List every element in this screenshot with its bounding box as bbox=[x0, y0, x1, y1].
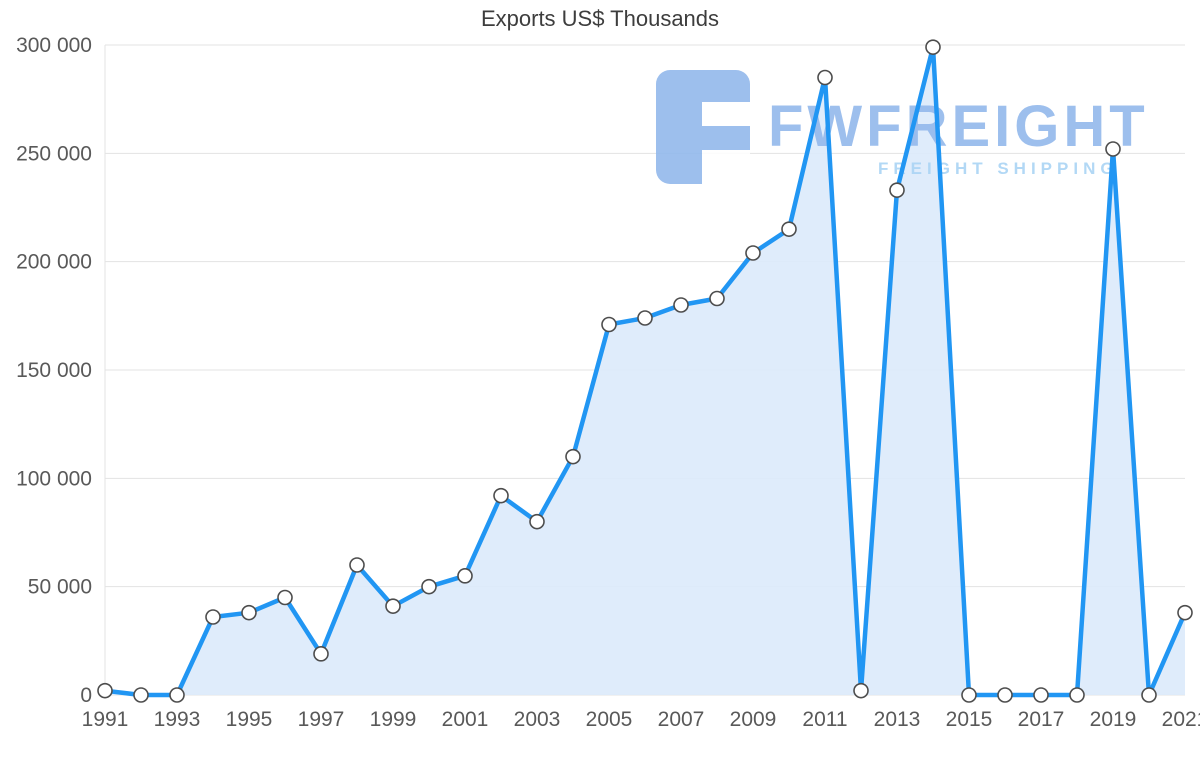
marker-layer bbox=[97, 39, 1193, 703]
x-tick-label: 1995 bbox=[226, 708, 273, 731]
data-point[interactable] bbox=[385, 598, 401, 614]
data-point[interactable] bbox=[421, 578, 437, 595]
data-point[interactable] bbox=[817, 69, 833, 86]
x-tick-label: 2009 bbox=[730, 708, 777, 731]
x-tick-label: 2005 bbox=[586, 708, 633, 731]
area-layer bbox=[105, 47, 1185, 695]
data-point[interactable] bbox=[1069, 687, 1085, 703]
data-point[interactable] bbox=[133, 687, 149, 703]
x-tick-label: 2007 bbox=[658, 708, 705, 731]
x-tick-label: 2013 bbox=[874, 708, 921, 731]
y-tick-label: 50 000 bbox=[28, 576, 92, 599]
area-fill bbox=[105, 47, 1185, 695]
y-tick-label: 300 000 bbox=[16, 34, 92, 57]
x-tick-label: 1997 bbox=[298, 708, 345, 731]
data-point[interactable] bbox=[457, 568, 473, 584]
y-tick-label: 250 000 bbox=[16, 142, 92, 165]
data-point[interactable] bbox=[313, 646, 329, 662]
watermark-logo-icon bbox=[656, 70, 750, 184]
data-point[interactable] bbox=[781, 221, 797, 237]
y-tick-label: 100 000 bbox=[16, 467, 92, 490]
data-point[interactable] bbox=[529, 513, 545, 530]
data-point[interactable] bbox=[889, 182, 905, 198]
data-point[interactable] bbox=[1033, 687, 1049, 703]
data-point[interactable] bbox=[277, 589, 293, 606]
data-point[interactable] bbox=[1177, 604, 1193, 621]
x-tick-label: 1991 bbox=[82, 708, 129, 731]
watermark-subtitle-text: FREIGHT SHIPPING bbox=[878, 159, 1119, 178]
x-tick-label: 2017 bbox=[1018, 708, 1065, 731]
data-point[interactable] bbox=[709, 290, 725, 307]
x-tick-label: 2003 bbox=[514, 708, 561, 731]
data-point[interactable] bbox=[169, 687, 185, 703]
data-point[interactable] bbox=[493, 487, 509, 504]
y-tick-label: 0 bbox=[80, 684, 92, 707]
data-point[interactable] bbox=[1141, 687, 1157, 703]
x-tick-label: 2021 bbox=[1162, 708, 1200, 731]
axis-labels: 0 50 000 100 000 150 000 200 000 250 000 300 0… bbox=[16, 34, 1200, 731]
data-point[interactable] bbox=[673, 297, 689, 313]
data-point[interactable] bbox=[241, 604, 257, 621]
data-point[interactable] bbox=[925, 39, 941, 55]
data-point[interactable] bbox=[601, 316, 617, 333]
data-point[interactable] bbox=[745, 245, 761, 261]
x-tick-label: 1999 bbox=[370, 708, 417, 731]
data-point[interactable] bbox=[349, 557, 365, 573]
data-point[interactable] bbox=[1105, 141, 1121, 157]
data-point[interactable] bbox=[961, 687, 977, 703]
x-tick-label: 2011 bbox=[802, 708, 847, 731]
watermark: FWFREIGHT FREIGHT SHIPPING bbox=[656, 70, 1145, 184]
data-point[interactable] bbox=[205, 609, 221, 625]
data-point[interactable] bbox=[637, 310, 653, 326]
y-tick-label: 200 000 bbox=[16, 251, 92, 274]
y-tick-label: 150 000 bbox=[16, 359, 92, 382]
x-tick-label: 2001 bbox=[442, 708, 489, 731]
data-point[interactable] bbox=[97, 682, 113, 699]
data-point[interactable] bbox=[565, 448, 581, 465]
x-tick-label: 1993 bbox=[154, 708, 201, 731]
x-tick-label: 2015 bbox=[946, 708, 993, 731]
x-tick-label: 2019 bbox=[1090, 708, 1137, 731]
data-point[interactable] bbox=[853, 682, 869, 699]
data-point[interactable] bbox=[997, 687, 1013, 703]
